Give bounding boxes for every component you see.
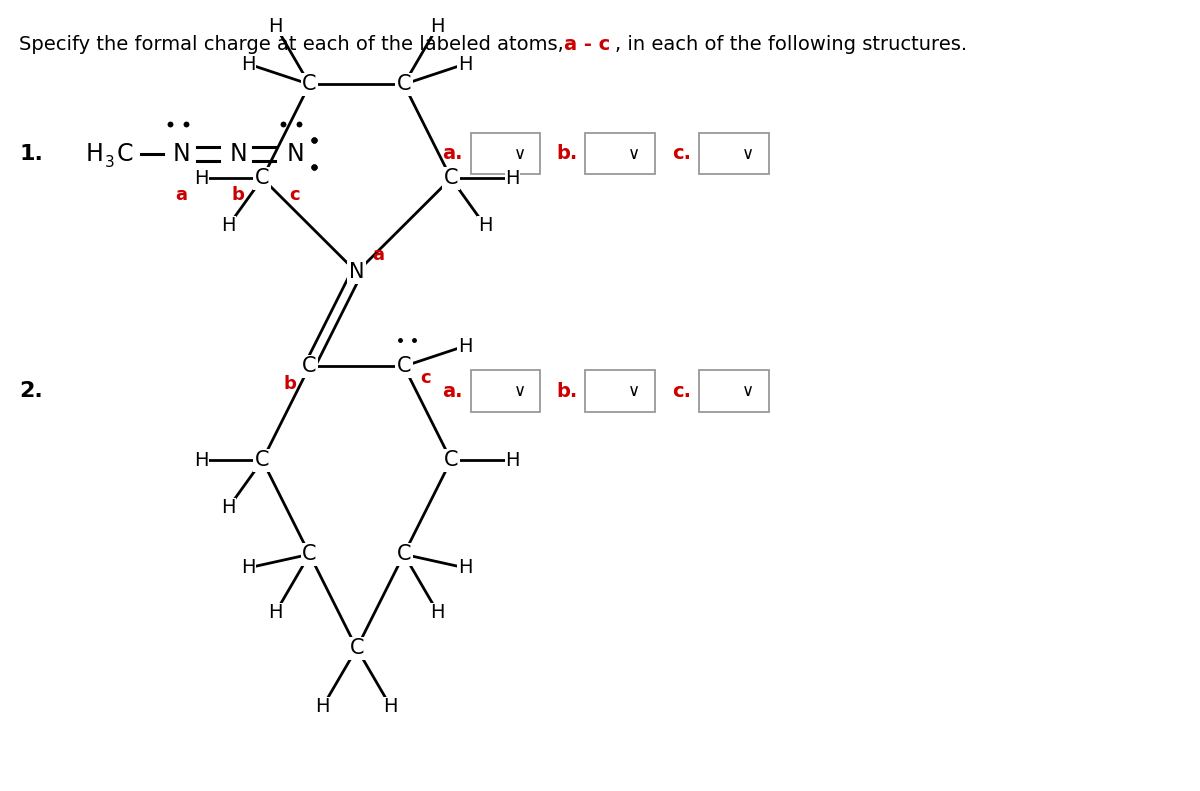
Text: C: C bbox=[116, 142, 133, 165]
Text: a: a bbox=[175, 186, 187, 204]
Text: H: H bbox=[478, 216, 492, 235]
Text: C: C bbox=[444, 450, 458, 471]
Text: H: H bbox=[384, 697, 398, 716]
FancyBboxPatch shape bbox=[700, 133, 769, 174]
Text: a - c: a - c bbox=[564, 35, 611, 54]
Text: H: H bbox=[221, 498, 235, 517]
Text: H: H bbox=[316, 697, 330, 716]
Text: H: H bbox=[194, 168, 209, 187]
Text: C: C bbox=[397, 356, 412, 377]
Text: ∨: ∨ bbox=[514, 145, 526, 163]
Text: C: C bbox=[349, 638, 364, 658]
Text: H: H bbox=[241, 55, 256, 74]
Text: H: H bbox=[85, 142, 103, 165]
Text: H: H bbox=[431, 603, 445, 622]
Text: H: H bbox=[457, 336, 473, 355]
Text: b: b bbox=[283, 375, 296, 393]
Text: a.: a. bbox=[443, 381, 463, 400]
Text: H: H bbox=[269, 17, 283, 36]
Text: ∨: ∨ bbox=[742, 145, 754, 163]
Text: H: H bbox=[221, 216, 235, 235]
Text: c.: c. bbox=[672, 144, 691, 163]
Text: a: a bbox=[372, 245, 384, 263]
Text: b.: b. bbox=[556, 381, 577, 400]
Text: H: H bbox=[241, 558, 256, 577]
Text: H: H bbox=[457, 55, 473, 74]
Text: c.: c. bbox=[672, 381, 691, 400]
Text: C: C bbox=[302, 74, 317, 94]
Text: C: C bbox=[302, 356, 317, 377]
Text: Specify the formal charge at each of the labeled atoms,: Specify the formal charge at each of the… bbox=[19, 35, 570, 54]
Text: N: N bbox=[229, 142, 247, 165]
FancyBboxPatch shape bbox=[586, 133, 655, 174]
Text: H: H bbox=[269, 603, 283, 622]
Text: C: C bbox=[444, 168, 458, 188]
Text: H: H bbox=[505, 168, 520, 187]
FancyBboxPatch shape bbox=[586, 370, 655, 412]
Text: ∨: ∨ bbox=[628, 145, 640, 163]
Text: ∨: ∨ bbox=[628, 382, 640, 400]
Text: C: C bbox=[256, 450, 270, 471]
Text: 1.: 1. bbox=[19, 144, 43, 164]
Text: H: H bbox=[194, 451, 209, 470]
Text: , in each of the following structures.: , in each of the following structures. bbox=[616, 35, 967, 54]
Text: N: N bbox=[286, 142, 304, 165]
Text: 3: 3 bbox=[104, 155, 114, 170]
FancyBboxPatch shape bbox=[470, 370, 540, 412]
Text: c: c bbox=[420, 369, 431, 387]
Text: N: N bbox=[349, 263, 365, 282]
Text: H: H bbox=[431, 17, 445, 36]
Text: a.: a. bbox=[443, 144, 463, 163]
Text: b.: b. bbox=[556, 144, 577, 163]
Text: ∨: ∨ bbox=[514, 382, 526, 400]
FancyBboxPatch shape bbox=[700, 370, 769, 412]
Text: 2.: 2. bbox=[19, 381, 43, 401]
Text: H: H bbox=[505, 451, 520, 470]
Text: C: C bbox=[397, 544, 412, 564]
Text: N: N bbox=[173, 142, 191, 165]
Text: c: c bbox=[289, 186, 300, 204]
FancyBboxPatch shape bbox=[470, 133, 540, 174]
Text: ∨: ∨ bbox=[742, 382, 754, 400]
Text: H: H bbox=[457, 558, 473, 577]
Text: C: C bbox=[302, 544, 317, 564]
Text: C: C bbox=[397, 74, 412, 94]
Text: b: b bbox=[232, 186, 244, 204]
Text: C: C bbox=[256, 168, 270, 188]
